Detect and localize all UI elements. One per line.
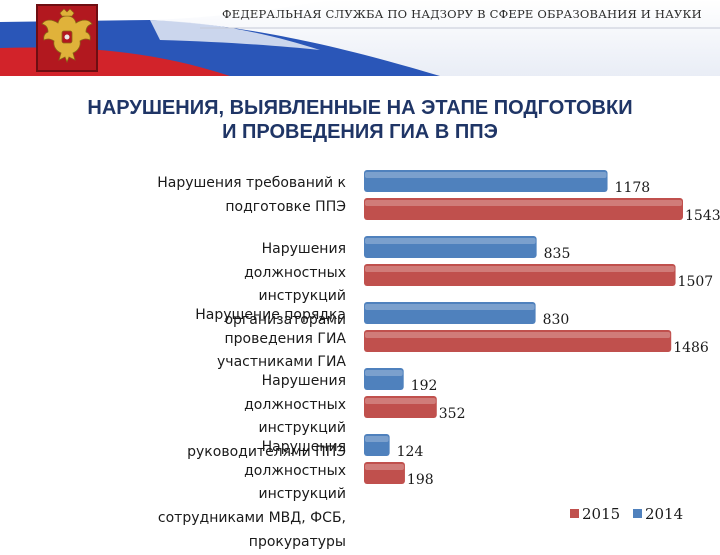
bar-2014 (364, 170, 608, 192)
bar-highlight (365, 436, 389, 442)
bar-2015 (364, 330, 672, 352)
bar-highlight (365, 464, 404, 470)
bar-2014 (364, 368, 404, 390)
data-label: 1507 (678, 274, 714, 290)
bar-highlight (365, 332, 671, 338)
legend-label: 2015 (582, 505, 621, 523)
data-label: 198 (407, 472, 434, 488)
data-label: 352 (439, 406, 466, 422)
bar-highlight (365, 172, 607, 178)
bar-highlight (365, 370, 403, 376)
coat-of-arms-icon (36, 4, 98, 72)
category-label: Нарушения должностных инструкций руковод… (187, 373, 346, 461)
data-label: 835 (544, 246, 571, 262)
legend-swatch (632, 509, 642, 518)
data-label: 1543 (685, 208, 720, 224)
data-label: 1486 (673, 340, 709, 356)
bar-highlight (365, 238, 536, 244)
bar-highlight (365, 304, 535, 310)
data-label: 830 (543, 312, 570, 328)
legend-swatch (570, 509, 579, 518)
header-banner: ФЕДЕРАЛЬНАЯ СЛУЖБА ПО НАДЗОРУ В СФЕРЕ ОБ… (0, 0, 720, 76)
bar-2014 (364, 434, 390, 456)
data-label: 1178 (615, 180, 651, 196)
bar-2014 (364, 236, 537, 258)
slide-title: НАРУШЕНИЯ, ВЫЯВЛЕННЫЕ НА ЭТАПЕ ПОДГОТОВК… (87, 97, 633, 143)
category-label: Нарушение порядка проведения ГИА участни… (195, 307, 346, 371)
legend-label: 2014 (644, 505, 684, 523)
bar-2015 (364, 462, 405, 484)
legend-item-2014: 2014 (632, 505, 684, 523)
category-label: Нарушения должностных инструкций сотрудн… (157, 439, 346, 550)
legend-item-2015: 2015 (570, 505, 620, 523)
bar-2015 (364, 264, 676, 286)
bar-highlight (365, 398, 436, 404)
category-labels: Нарушения требований к подготовке ППЭ На… (0, 172, 346, 550)
data-label: 192 (411, 378, 438, 394)
bar-2015 (364, 198, 683, 220)
bar-highlight (365, 266, 675, 272)
data-label: 124 (397, 444, 424, 460)
chart-legend: 2015 2014 (570, 505, 691, 523)
bar-2014 (364, 302, 536, 324)
category-label: Нарушения требований к подготовке ППЭ (157, 175, 346, 215)
bar-2015 (364, 396, 437, 418)
bar-highlight (365, 200, 682, 206)
category-label: Нарушения должностных инструкций организ… (224, 241, 346, 329)
agency-name: ФЕДЕРАЛЬНАЯ СЛУЖБА ПО НАДЗОРУ В СФЕРЕ ОБ… (222, 7, 702, 21)
